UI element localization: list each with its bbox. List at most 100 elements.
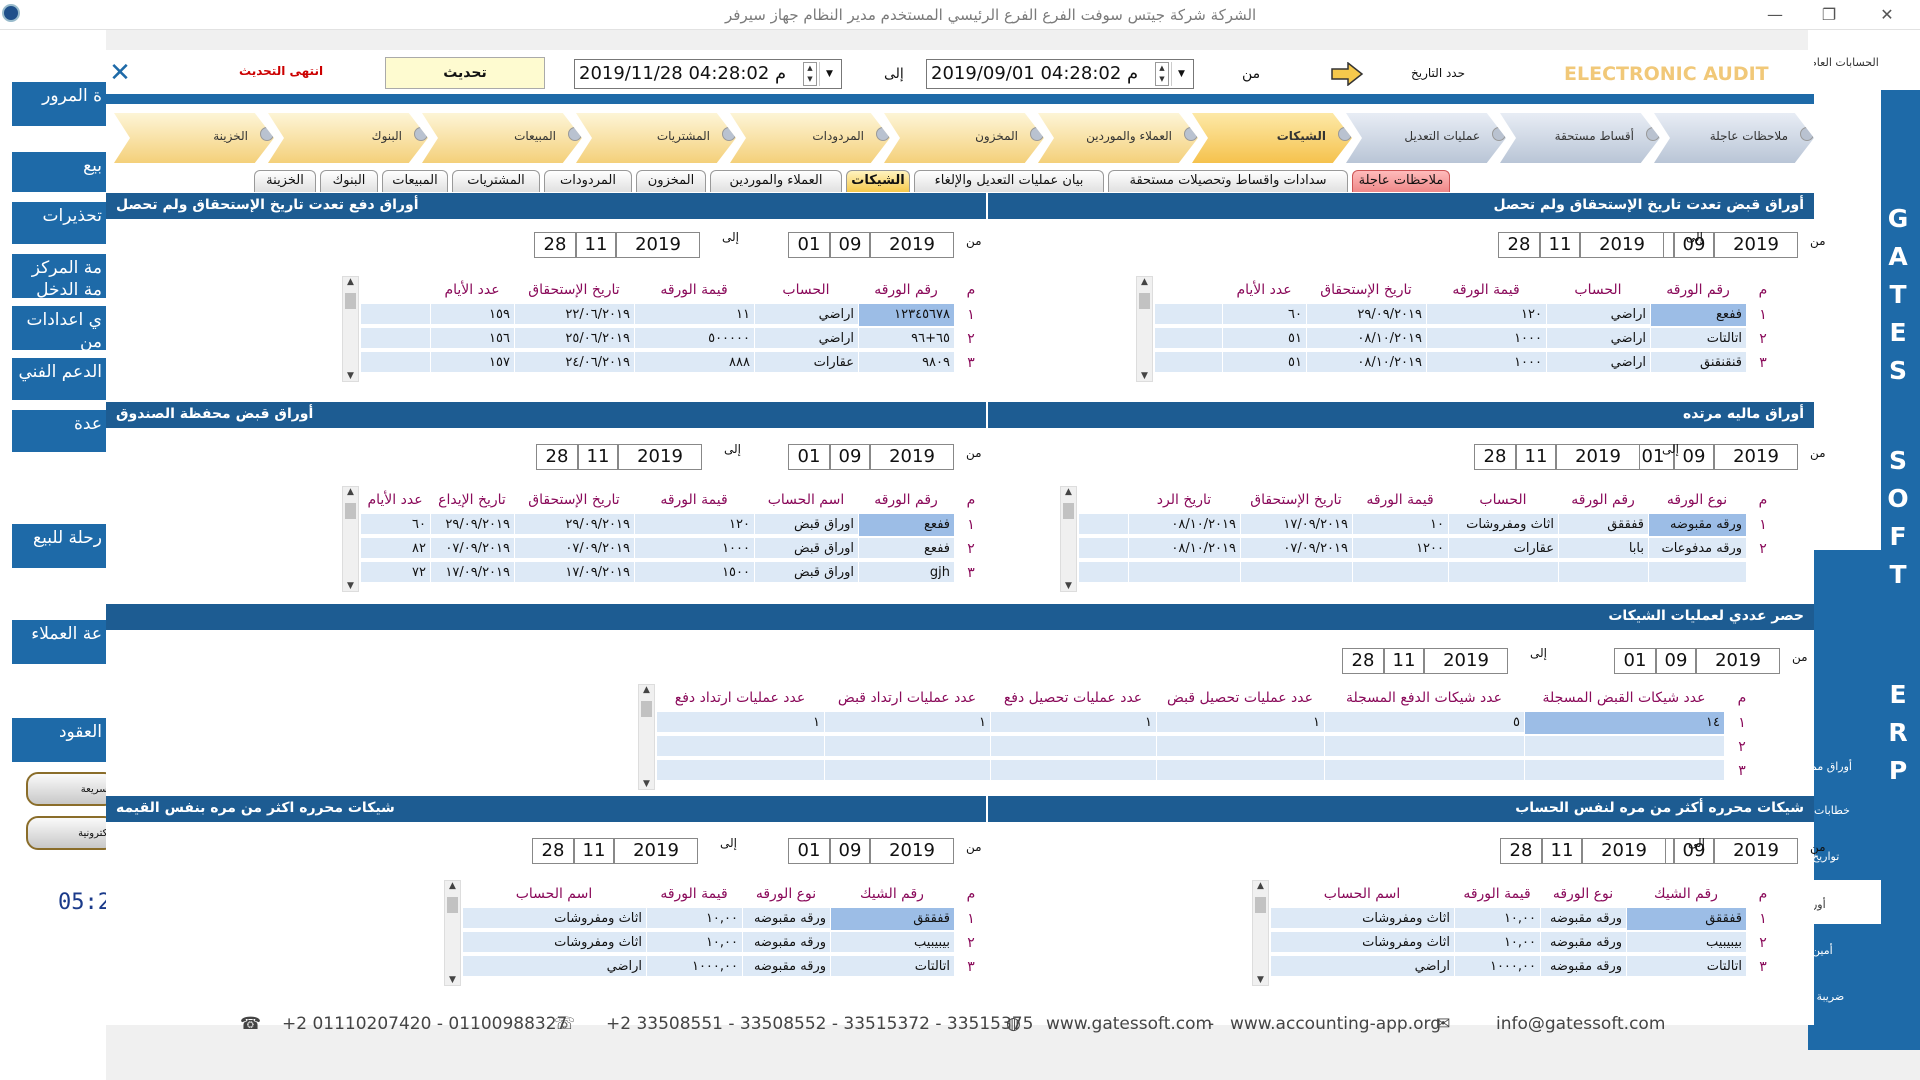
sidebar-item[interactable]: رحلة للبيع [12, 524, 106, 568]
scroll-thumb[interactable] [641, 701, 652, 717]
table-cell[interactable]: اتالتات [1650, 328, 1746, 350]
table-cell[interactable]: ١٧/٠٩/٢٠١٩ [430, 562, 514, 584]
right-panel-selected[interactable] [1808, 880, 1881, 924]
date-to-box[interactable]: 28 [1500, 838, 1542, 864]
table-cell[interactable]: ١ [990, 712, 1156, 734]
table-row[interactable] [656, 736, 1724, 758]
table-row[interactable]: ١٤ ٥ ١ ١ ١ ١ [656, 712, 1724, 734]
table-cell[interactable]: ١٠٠٠,٠٠ [1454, 956, 1540, 978]
tab-2[interactable]: سدادات واقساط وتحصيلات مستحقة [1108, 170, 1348, 192]
table-row[interactable] [656, 760, 1724, 782]
table-cell[interactable]: قفققق [1626, 908, 1746, 930]
table-cell[interactable]: قفققق [830, 908, 954, 930]
table-cell[interactable]: ٠٨/١٠/٢٠١٩ [1128, 538, 1240, 560]
date-to-box[interactable]: 28 [1498, 232, 1540, 258]
tab-7[interactable]: المردودات [544, 170, 632, 192]
table-row[interactable]: ورقه مدفوعات بابا عقارات ١٢٠٠ ٠٧/٠٩/٢٠١٩ ٠٨/١… [1078, 538, 1746, 560]
table-cell[interactable]: اراضي [754, 304, 858, 326]
tab-9[interactable]: المبيعات [382, 170, 448, 192]
date-to-box[interactable]: 2019 [618, 444, 702, 470]
table-cell[interactable]: ١٢٠ [1426, 304, 1546, 326]
table-cell[interactable] [824, 736, 990, 758]
date-from-box[interactable]: 2019 [1696, 648, 1780, 674]
table-cell[interactable]: ٨٨٨ [634, 352, 754, 374]
table-cell[interactable] [990, 760, 1156, 782]
scrollbar[interactable]: ▲ ▼ [638, 684, 655, 790]
table-cell[interactable]: اراضي [1270, 956, 1454, 978]
table-cell[interactable]: ١٤ [1524, 712, 1724, 734]
table-cell[interactable]: ١١ [634, 304, 754, 326]
table-cell[interactable] [360, 352, 430, 374]
date-to-box[interactable]: 2019 [1580, 232, 1664, 258]
right-side-label[interactable]: خطابات [1814, 804, 1850, 817]
stage-1[interactable]: ملاحظات عاجلة [1654, 113, 1814, 163]
table-cell[interactable]: اثاث ومفروشات [462, 908, 646, 930]
tab-4[interactable]: الشيكات [846, 170, 910, 192]
table-cell[interactable] [1156, 760, 1324, 782]
date-from-box[interactable]: 09 [830, 444, 870, 470]
table-cell[interactable]: ٦٠ [360, 514, 430, 536]
tab-8[interactable]: المشتريات [452, 170, 540, 192]
stage-11[interactable]: الخزينة [114, 113, 274, 163]
table-cell[interactable]: ٨٢ [360, 538, 430, 560]
date-to-box[interactable]: 28 [534, 232, 576, 258]
table-row[interactable]: ففعع اراضي ١٢٠ ٢٩/٠٩/٢٠١٩ ٦٠ [1154, 304, 1746, 326]
table-cell[interactable]: ١٧/٠٩/٢٠١٩ [1240, 514, 1352, 536]
table-row[interactable]: ٩٨٠٩ عقارات ٨٨٨ ٢٤/٠٦/٢٠١٩ ١٥٧ [360, 352, 954, 374]
close-window-icon[interactable]: ✕ [1880, 5, 1894, 24]
table-cell[interactable] [360, 304, 430, 326]
table-cell[interactable]: اتالتات [830, 956, 954, 978]
table-cell[interactable]: ورقه مدفوعات [1648, 538, 1746, 560]
table-cell[interactable]: عقارات [1448, 538, 1558, 560]
table-row[interactable]: ورقه مقبوضه قفققق اثاث ومفروشات ١٠ ١٧/٠٩/٢٠١… [1078, 514, 1746, 536]
scroll-down-icon[interactable]: ▼ [1065, 581, 1072, 591]
tab-11[interactable]: الخزينة [254, 170, 316, 192]
date-to-box[interactable]: 11 [1540, 232, 1580, 258]
scroll-down-icon[interactable]: ▼ [449, 975, 456, 985]
table-cell[interactable]: ١٢٠٠ [1352, 538, 1448, 560]
date-from-box[interactable]: 2019 [870, 232, 954, 258]
table-cell[interactable]: ورقه مقبوضه [1540, 932, 1626, 954]
table-cell[interactable]: ٥٠٠٠٠٠ [634, 328, 754, 350]
table-cell[interactable] [1324, 736, 1524, 758]
scrollbar[interactable]: ▲ ▼ [342, 486, 359, 592]
table-cell[interactable]: ففعع [858, 514, 954, 536]
scroll-down-icon[interactable]: ▼ [1257, 975, 1264, 985]
table-cell[interactable]: ١٠,٠٠ [646, 932, 742, 954]
table-cell[interactable] [1154, 328, 1222, 350]
date-from-field[interactable]: 2019/09/01 04:28:02 م ▲ ▼ ▼ [926, 59, 1194, 89]
table-row[interactable]: اتالتات ورقه مقبوضه ١٠٠٠,٠٠ اراضي [462, 956, 954, 978]
table-cell[interactable]: اراضي [1546, 352, 1650, 374]
date-from-box[interactable]: 01 [788, 838, 830, 864]
electronic-pill-button[interactable]: الكترونية [26, 816, 116, 850]
date-to-box[interactable]: 28 [532, 838, 574, 864]
table-cell[interactable]: ١ [824, 712, 990, 734]
table-row[interactable]: بيبيبيب ورقه مقبوضه ١٠,٠٠ اثاث ومفروشات [462, 932, 954, 954]
table-cell[interactable]: عقارات [754, 352, 858, 374]
table-cell[interactable]: ٢٩/٠٩/٢٠١٩ [514, 514, 634, 536]
table-row[interactable]: ففعع اوراق قبض ١٠٠٠ ٠٧/٠٩/٢٠١٩ ٠٧/٠٩/٢٠١٩ ٨٢ [360, 538, 954, 560]
date-to-box[interactable]: 2019 [616, 232, 700, 258]
date-to-box[interactable]: 11 [578, 444, 618, 470]
table-cell[interactable] [824, 760, 990, 782]
website2-link[interactable]: www.accounting-app.org [1230, 1014, 1441, 1034]
date-to-box[interactable]: 11 [576, 232, 616, 258]
email-link[interactable]: info@gatessoft.com [1496, 1014, 1666, 1034]
sidebar-item[interactable]: عة العملاء [12, 620, 106, 664]
table-cell[interactable]: ١٠٠٠ [1426, 328, 1546, 350]
table-cell[interactable]: بيبيبيب [1626, 932, 1746, 954]
date-to-box[interactable]: 2019 [614, 838, 698, 864]
sidebar-item[interactable]: تحذيرات [12, 202, 106, 244]
scroll-down-icon[interactable]: ▼ [347, 371, 354, 381]
table-row[interactable]: قنقنقنق اراضي ١٠٠٠ ٠٨/١٠/٢٠١٩ ٥١ [1154, 352, 1746, 374]
table-cell[interactable]: ١٠,٠٠ [1454, 932, 1540, 954]
table-row[interactable] [1078, 562, 1746, 584]
table-cell[interactable]: ٥ [1324, 712, 1524, 734]
date-from-box[interactable]: 09 [1674, 444, 1714, 470]
table-cell[interactable]: ٧٢ [360, 562, 430, 584]
table-cell[interactable]: ٠٨/١٠/٢٠١٩ [1306, 328, 1426, 350]
stage-10[interactable]: البنوك [268, 113, 428, 163]
quick-pill-button[interactable]: السريعة [26, 772, 116, 806]
table-cell[interactable]: اثاث ومفروشات [1270, 932, 1454, 954]
refresh-button[interactable]: تحديث [385, 57, 545, 89]
